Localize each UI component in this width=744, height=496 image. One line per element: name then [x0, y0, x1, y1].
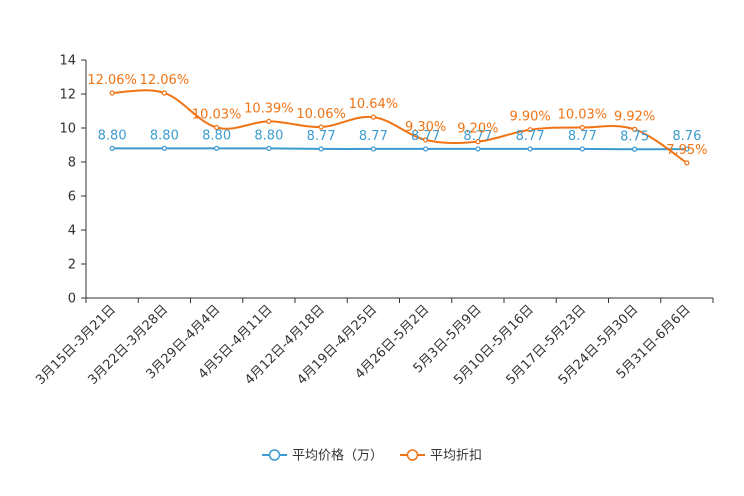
- data-label: 9.20%: [457, 122, 498, 137]
- data-label: 10.06%: [296, 107, 346, 122]
- series-line-2: [112, 89, 688, 164]
- data-point[interactable]: [109, 90, 115, 96]
- data-label: 10.64%: [349, 97, 399, 112]
- legend-label-2[interactable]: 平均折扣: [430, 449, 482, 464]
- legend-label-1[interactable]: 平均价格（万）: [292, 448, 383, 464]
- data-point[interactable]: [684, 160, 690, 166]
- y-tick-label: 14: [59, 54, 76, 69]
- data-label: 12.06%: [140, 73, 190, 88]
- data-label: 9.30%: [405, 120, 446, 135]
- data-label: 9.90%: [509, 110, 550, 125]
- data-label: 9.92%: [614, 109, 655, 124]
- data-point[interactable]: [109, 145, 115, 151]
- data-label: 8.80: [98, 128, 127, 143]
- axes: [85, 60, 713, 299]
- y-tick-label: 12: [59, 88, 76, 103]
- legend-marker-1: [268, 449, 281, 461]
- y-tick-label: 6: [68, 190, 76, 205]
- x-axis-ticks: 3月15日-3月21日3月22日-3月28日3月29日-4月4日4月5日-4月1…: [33, 298, 714, 388]
- data-point[interactable]: [318, 146, 324, 152]
- y-tick-label: 10: [59, 122, 76, 137]
- data-point[interactable]: [579, 124, 585, 131]
- data-label: 8.80: [150, 128, 179, 143]
- data-point[interactable]: [632, 126, 638, 132]
- y-tick-label: 8: [68, 156, 76, 171]
- data-point[interactable]: [266, 118, 272, 124]
- data-label: 10.03%: [192, 107, 242, 122]
- data-point[interactable]: [370, 114, 376, 120]
- data-point[interactable]: [684, 146, 690, 152]
- data-label: 8.77: [463, 129, 492, 144]
- y-axis-ticks: 0 2 4 6 8 10 12 14: [59, 54, 86, 307]
- data-labels: 8.80 8.80 8.80 8.80 8.77 8.77 8.77 8.77 8.77 8.77…: [87, 73, 707, 158]
- data-point[interactable]: [579, 146, 585, 152]
- data-label: 8.77: [568, 129, 597, 144]
- y-tick-label: 4: [68, 224, 76, 239]
- data-label: 10.03%: [558, 107, 608, 122]
- y-tick-label: 0: [68, 292, 76, 307]
- data-point[interactable]: [475, 146, 481, 152]
- data-point[interactable]: [632, 146, 638, 152]
- series-layer: [109, 89, 690, 166]
- data-point[interactable]: [214, 124, 220, 131]
- data-point[interactable]: [527, 146, 533, 152]
- data-point[interactable]: [475, 139, 481, 145]
- data-label: 8.75: [620, 129, 649, 144]
- data-label: 7.95%: [666, 143, 707, 158]
- data-label: 12.06%: [87, 73, 137, 88]
- data-label: 8.80: [254, 128, 283, 143]
- data-label: 8.80: [202, 128, 231, 143]
- data-point[interactable]: [161, 145, 167, 151]
- legend: 平均价格（万） 平均折扣: [262, 448, 482, 464]
- data-point[interactable]: [266, 145, 272, 151]
- data-label: 8.76: [672, 129, 701, 144]
- data-point[interactable]: [318, 124, 324, 130]
- data-point[interactable]: [214, 145, 220, 151]
- data-point[interactable]: [161, 90, 167, 96]
- data-label: 8.77: [411, 129, 440, 144]
- data-label: 8.77: [359, 129, 388, 144]
- data-label: 8.77: [516, 129, 545, 144]
- data-label: 10.39%: [244, 101, 294, 116]
- series-line-1: [112, 147, 687, 151]
- data-point[interactable]: [370, 146, 376, 152]
- data-point[interactable]: [527, 127, 533, 133]
- data-point[interactable]: [423, 137, 429, 143]
- data-label: 8.77: [307, 129, 336, 144]
- legend-marker-2: [406, 449, 419, 461]
- y-tick-label: 2: [68, 258, 76, 273]
- data-point[interactable]: [423, 146, 429, 152]
